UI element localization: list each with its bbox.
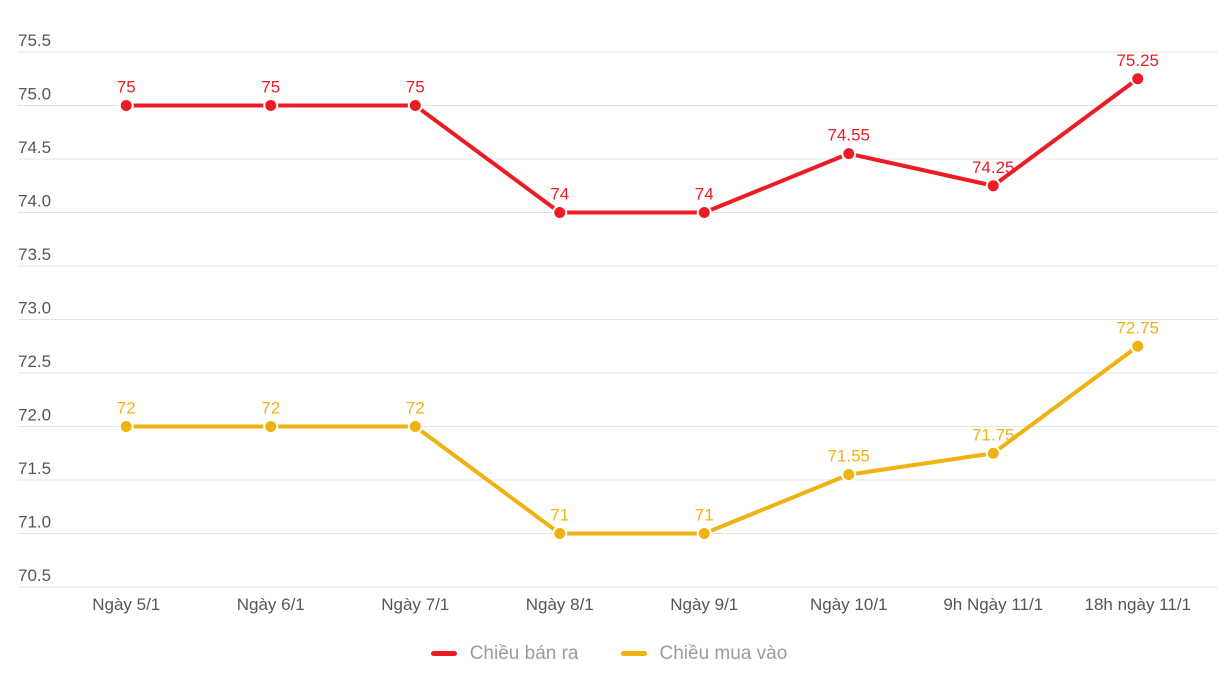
y-axis-tick-label: 73.0 [18, 299, 51, 318]
y-axis-tick-label: 72.0 [18, 406, 51, 425]
data-point[interactable] [1130, 338, 1146, 354]
x-axis-label: Ngày 5/1 [92, 595, 160, 614]
y-axis-tick-label: 74.5 [18, 138, 51, 157]
series-line-1 [124, 344, 1140, 536]
x-axis-label: Ngày 8/1 [526, 595, 594, 614]
y-axis-tick-label: 70.5 [18, 566, 51, 585]
data-point[interactable] [1130, 71, 1146, 87]
data-point-label: 71 [695, 506, 714, 525]
data-point-label: 72 [261, 399, 280, 418]
series-line-0 [124, 76, 1140, 215]
data-point[interactable] [263, 419, 279, 434]
x-axis-label: Ngày 9/1 [670, 595, 738, 614]
data-point[interactable] [552, 205, 568, 220]
x-axis-label: Ngày 10/1 [810, 595, 888, 614]
chart-legend: Chiều bán ra Chiều mua vào [0, 644, 1218, 663]
data-point-label: 75.25 [1116, 51, 1159, 70]
y-axis-tick-label: 71.5 [18, 459, 51, 478]
data-point[interactable] [985, 445, 1001, 461]
y-axis-tick-label: 75.0 [18, 85, 51, 104]
data-point[interactable] [407, 98, 423, 113]
data-point[interactable] [407, 419, 423, 434]
data-point[interactable] [841, 467, 857, 483]
y-axis-tick-label: 75.5 [18, 31, 51, 50]
data-point[interactable] [263, 98, 279, 113]
data-point-label: 74 [550, 185, 569, 204]
y-axis-tick-label: 71.0 [18, 513, 51, 532]
y-axis-tick-label: 74.0 [18, 192, 51, 211]
data-point[interactable] [552, 526, 568, 541]
legend-item-chieu-mua-vao[interactable]: Chiều mua vào [620, 643, 788, 664]
data-point-label: 75 [117, 78, 136, 97]
x-axis-label: Ngày 7/1 [381, 595, 449, 614]
data-point[interactable] [696, 526, 712, 541]
legend-label-chieu-ban-ra: Chiều bán ra [469, 643, 579, 664]
legend-item-chieu-ban-ra[interactable]: Chiều bán ra [430, 643, 579, 664]
data-point[interactable] [985, 178, 1001, 194]
data-point-label: 71.55 [827, 447, 870, 466]
data-point-label: 74.55 [827, 126, 870, 145]
legend-label-chieu-mua-vao: Chiều mua vào [659, 643, 788, 664]
line-chart-canvas: 70.5 71.0 71.5 72.0 72.5 73.0 73.5 74.0 74.5 75.0… [18, 31, 1218, 614]
data-point-label: 72 [406, 399, 425, 418]
x-axis-label: 9h Ngày 11/1 [943, 595, 1043, 614]
legend-swatch-chieu-mua-vao [620, 651, 647, 656]
x-axis-label: Ngày 6/1 [237, 595, 305, 614]
data-point-label: 74.25 [972, 158, 1015, 177]
data-point[interactable] [696, 205, 712, 220]
data-point-label: 74 [695, 185, 714, 204]
x-axis-label: 18h ngày 11/1 [1085, 595, 1192, 614]
data-point-label: 72.75 [1116, 318, 1159, 337]
data-point[interactable] [118, 419, 134, 434]
y-axis-tick-label: 73.5 [18, 245, 51, 264]
data-point[interactable] [841, 146, 857, 162]
y-axis-tick-label: 72.5 [18, 352, 51, 371]
data-point-label: 75 [406, 78, 425, 97]
data-point[interactable] [118, 98, 134, 113]
data-point-label: 71 [550, 506, 569, 525]
legend-swatch-chieu-ban-ra [430, 651, 457, 656]
data-point-label: 72 [117, 399, 136, 418]
data-point-label: 75 [261, 78, 280, 97]
data-point-label: 71.75 [972, 425, 1015, 444]
